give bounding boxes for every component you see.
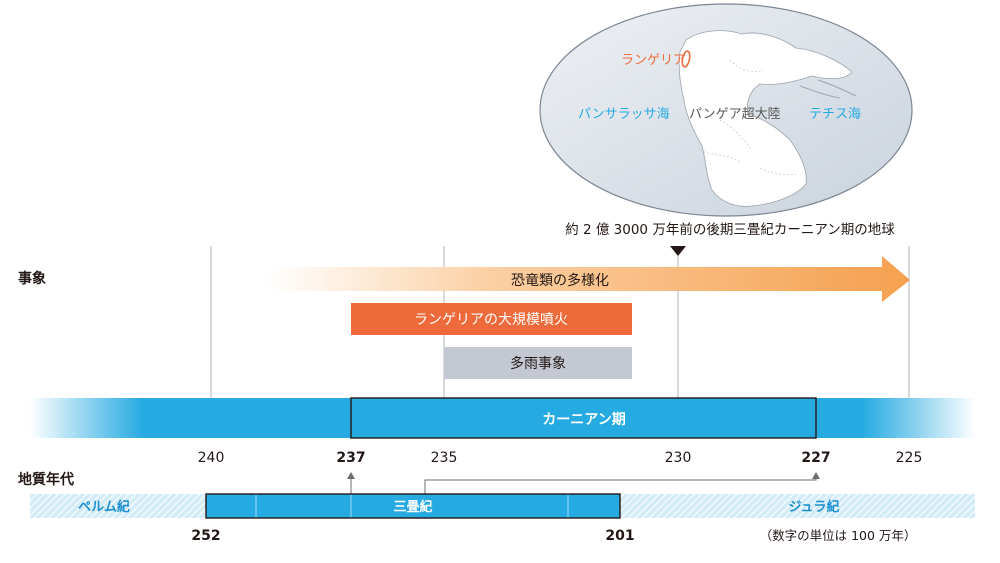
- globe-caption: 約 2 億 3000 万年前の後期三畳紀カーニアン期の地球: [565, 221, 895, 238]
- connector-237-head: [347, 472, 355, 479]
- langeria-eruption-bar: [351, 303, 632, 335]
- permian-label: ペルム紀: [78, 499, 130, 515]
- rain-event-label: 多雨事象: [510, 355, 566, 372]
- dinosaur-diversification-arrow: [268, 256, 910, 302]
- tick-227: 227: [801, 450, 830, 466]
- triassic-label: 三畳紀: [393, 499, 432, 515]
- zoom-connectors: [347, 472, 820, 494]
- connector-227-head: [812, 472, 820, 479]
- tethys-label: テチス海: [809, 107, 861, 122]
- tick-240: 240: [198, 450, 225, 466]
- tick-225: 225: [896, 450, 923, 466]
- tethys-islands: [799, 79, 857, 99]
- triassic-period-box: [205, 493, 621, 519]
- carnian-stage-label: カーニアン期: [542, 412, 625, 428]
- carnian-timeline-band: [30, 398, 975, 438]
- panthalassa-label: パンサラッサ海: [578, 107, 670, 122]
- geology-section-label: 地質年代: [18, 471, 74, 488]
- dinosaur-diversification-label: 恐竜類の多様化: [511, 272, 609, 289]
- pangaea-label: パンゲア超大陸: [689, 106, 781, 122]
- triassic-start-label: 252: [191, 528, 220, 544]
- carnian-ticks: 240 237 235 230 227 225: [198, 450, 923, 466]
- carnian-stage-box: [350, 397, 817, 439]
- langeria-eruption-label: ランゲリアの大規模噴火: [414, 312, 568, 328]
- connector-227: [424, 475, 817, 494]
- events-section-label: 事象: [18, 270, 46, 287]
- pangaea-landmass: [678, 30, 853, 207]
- unit-note: （数字の単位は 100 万年）: [760, 528, 917, 543]
- triassic-period-bar: [206, 494, 620, 518]
- paleo-globe: ランゲリア パンサラッサ海 パンゲア超大陸 テチス海: [539, 3, 913, 217]
- tick-237: 237: [336, 450, 365, 466]
- langeria-label: ランゲリア: [621, 53, 686, 68]
- triassic-end-label: 201: [605, 528, 634, 544]
- rain-event-bar: [444, 347, 632, 379]
- tick-235: 235: [431, 450, 458, 466]
- triassic-subdivisions: [255, 494, 569, 518]
- tick-230: 230: [665, 450, 692, 466]
- jurassic-label: ジュラ紀: [788, 499, 839, 515]
- time-pointer: [670, 246, 686, 256]
- land-detail: [699, 59, 797, 176]
- langeria-marker: [681, 50, 691, 68]
